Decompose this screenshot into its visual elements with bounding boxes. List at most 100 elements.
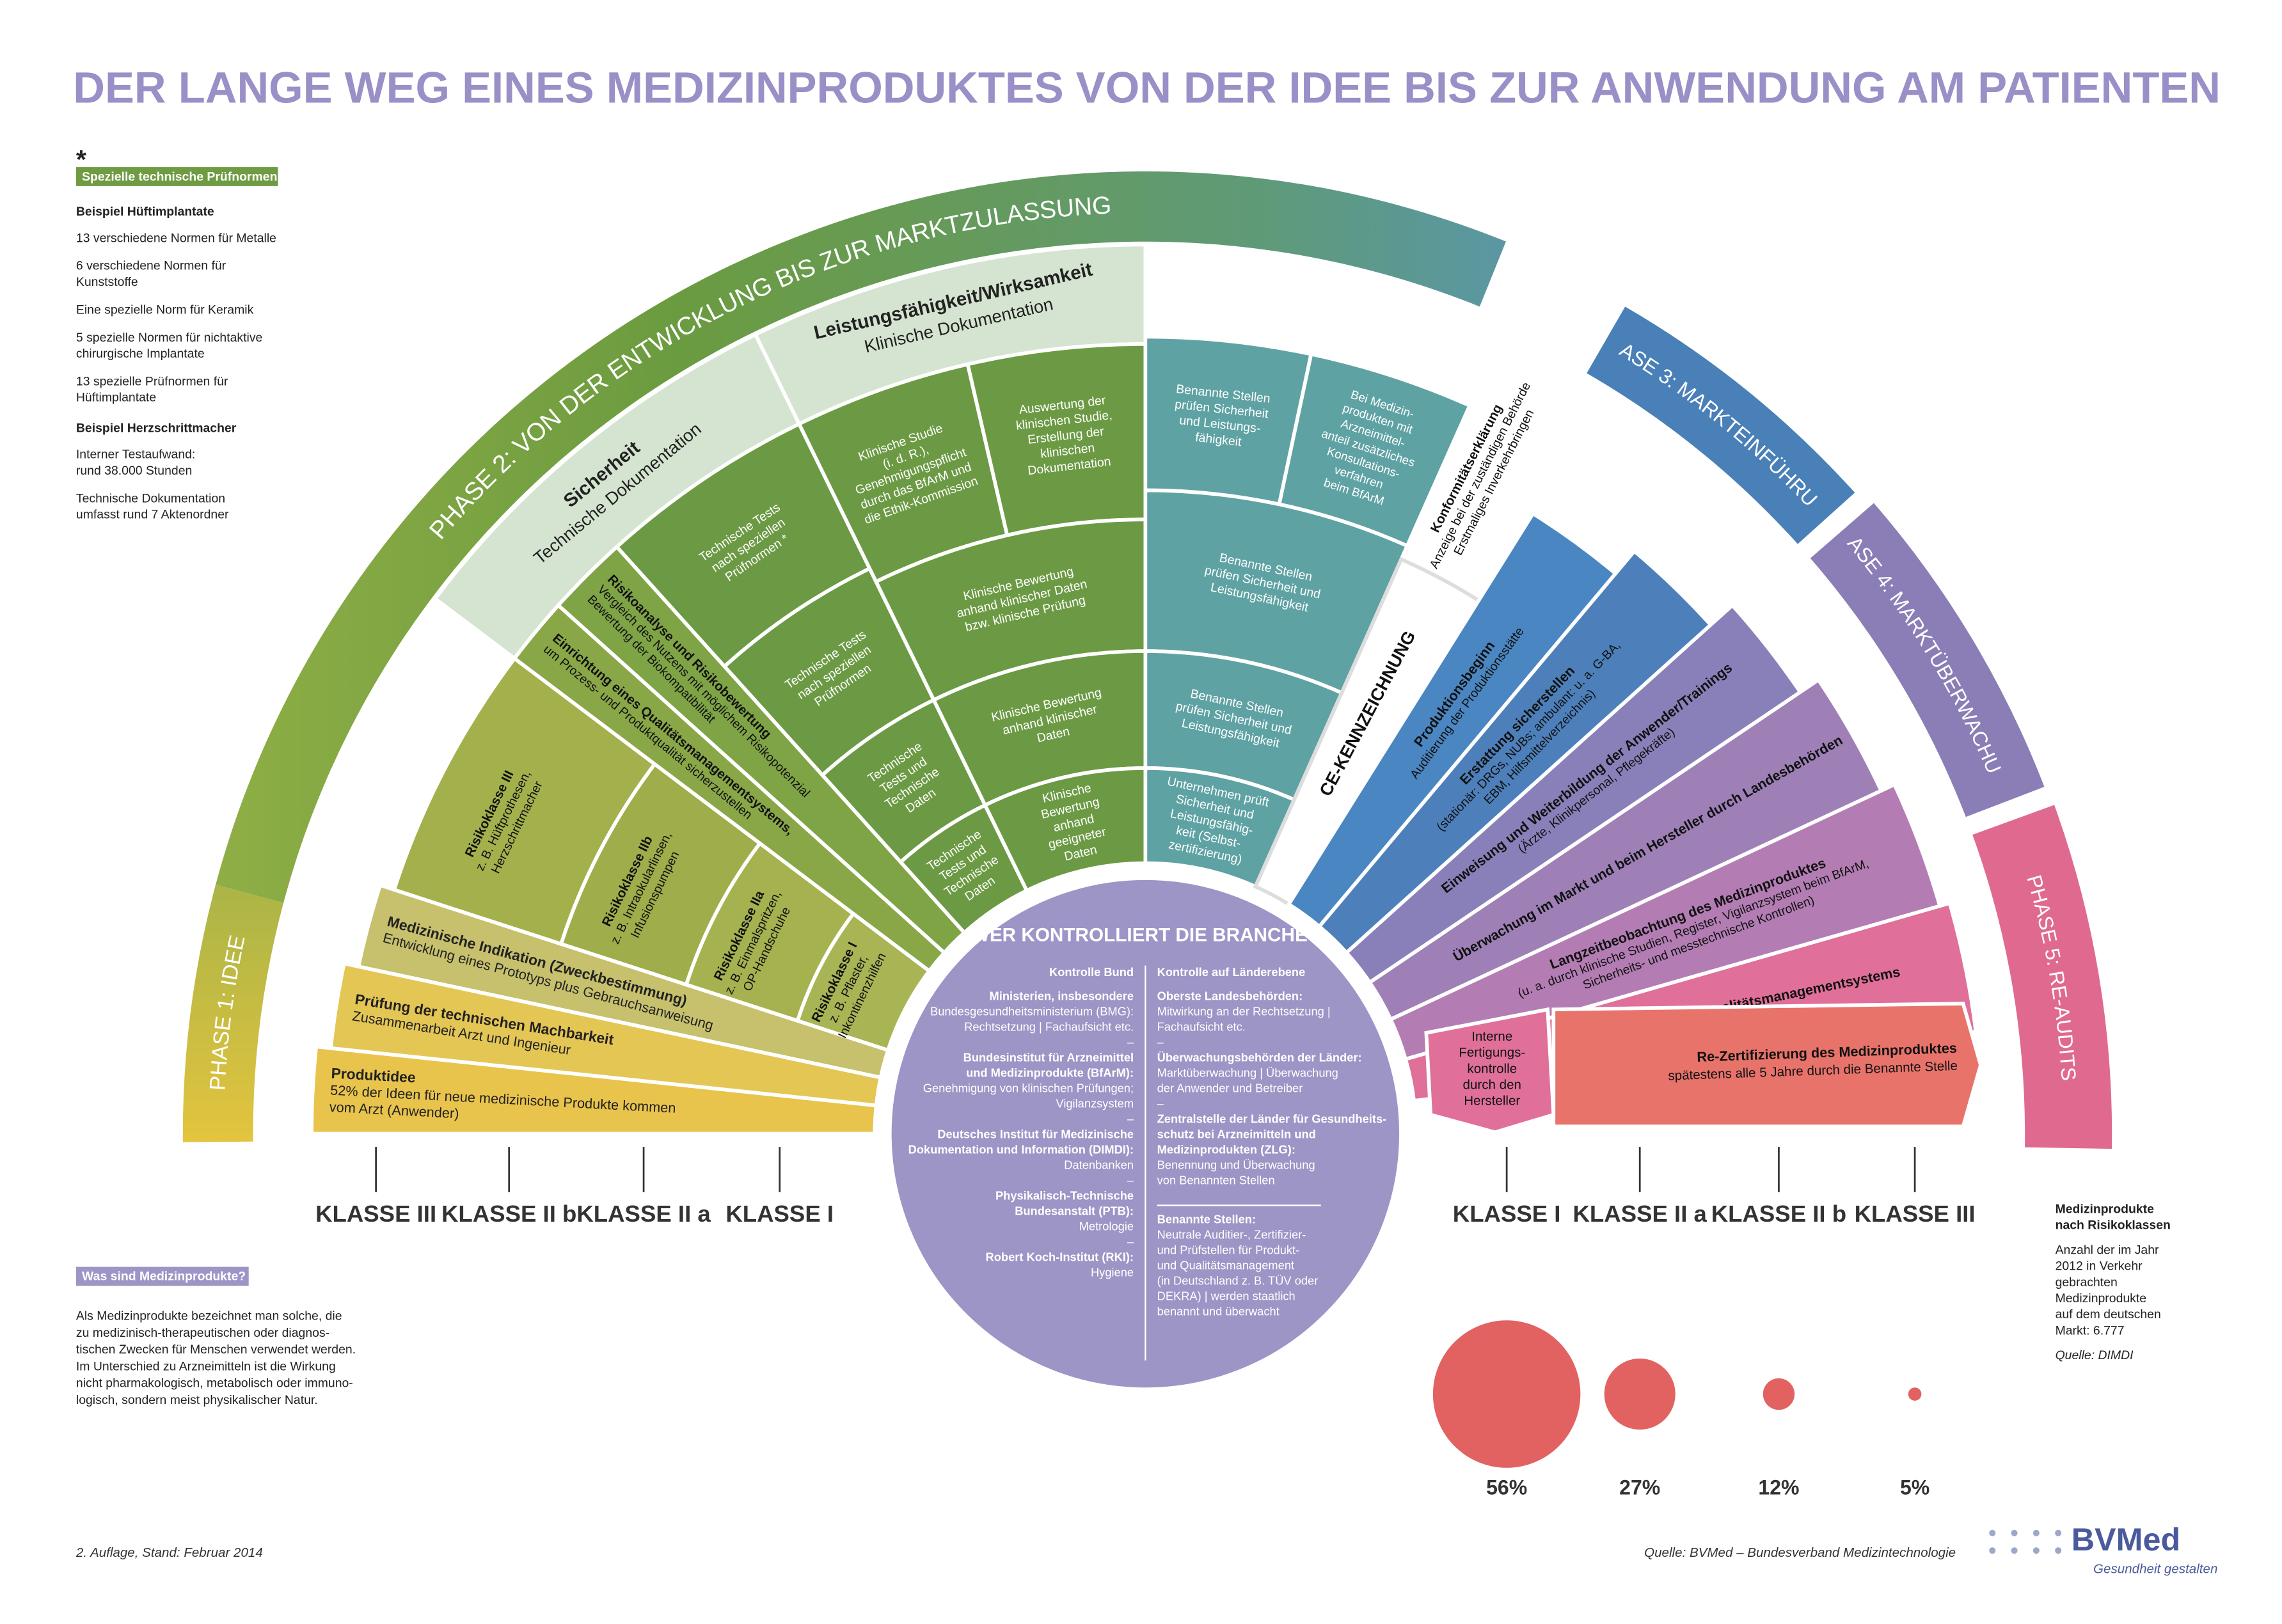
center-text: Zentralstelle der Länder für Gesundheits…: [1157, 1112, 1387, 1126]
note-text: Beispiel Herzschrittmacher: [76, 422, 237, 436]
note-title: nach Risikoklassen: [2056, 1218, 2171, 1233]
market-wedge: [1317, 548, 1714, 956]
center-text: Physikalisch-Technische: [995, 1189, 1134, 1202]
safety-cell: [898, 802, 1029, 936]
note-text: 2012 in Verkehr: [2056, 1259, 2143, 1273]
phase-band: [1805, 498, 2049, 822]
center-text: –: [1127, 1036, 1134, 1049]
note-text: Kunststoffe: [76, 275, 138, 289]
bubble: [1432, 1320, 1581, 1468]
logo-dot: [2011, 1547, 2018, 1554]
definition-text: logisch, sondern meist physikalischer Na…: [76, 1393, 318, 1407]
source: Quelle: BVMed – Bundesverband Medizintec…: [1644, 1545, 1956, 1560]
edition: 2. Auflage, Stand: Februar 2014: [75, 1545, 263, 1560]
label: Fertigungs-: [1459, 1045, 1525, 1060]
logo: BVMed: [2072, 1521, 2180, 1557]
process-strip: [555, 544, 967, 956]
note-text: 13 spezielle Prüfnormen für: [76, 374, 228, 388]
idea-strip: [328, 961, 883, 1108]
center-text: schutz bei Arzneimitteln und: [1157, 1128, 1316, 1141]
logo-dot: [2055, 1547, 2062, 1554]
center-text: Oberste Landesbehörden:: [1157, 989, 1303, 1003]
center-text: Robert Koch-Institut (RKI):: [986, 1250, 1134, 1264]
center-text: Metrologie: [1079, 1220, 1134, 1233]
center-text: Genehmigung von klinischen Prüfungen;: [923, 1082, 1134, 1095]
center-text: Mitwirkung an der Rechtsetzung |: [1157, 1005, 1331, 1018]
label: durch den: [1463, 1078, 1521, 1092]
idea-strip: [356, 883, 891, 1080]
bubble: [1604, 1358, 1676, 1430]
ce-strip: [1253, 556, 1482, 907]
center-text: Benannte Stellen:: [1157, 1212, 1256, 1226]
center-text: Hygiene: [1091, 1266, 1134, 1279]
note-text: 6 verschiedene Normen für: [76, 259, 226, 273]
center-text: (in Deutschland z. B. TÜV oder: [1157, 1273, 1319, 1287]
center-text: Fachaufsicht etc.: [1157, 1020, 1246, 1034]
bubble: [1763, 1378, 1795, 1410]
center-text: und Medizinprodukte (BfArM):: [966, 1066, 1134, 1080]
note-text: rund 38.000 Stunden: [76, 464, 192, 478]
logo-dot: [2055, 1529, 2062, 1536]
phase-band: [216, 171, 1506, 903]
center-text: Medizinprodukten (ZLG):: [1157, 1143, 1296, 1156]
phase-band: [1967, 800, 2116, 1153]
bubble-label: 5%: [1900, 1476, 1929, 1499]
center-text: Bundesanstalt (PTB):: [1015, 1204, 1134, 1218]
note-text: Anzahl der im Jahr: [2056, 1243, 2159, 1257]
bubble-label: 27%: [1619, 1476, 1660, 1499]
note-text: Technische Dokumentation: [76, 491, 225, 505]
note-text: Hüftimplantate: [76, 391, 156, 405]
center-text: Datenbanken: [1064, 1158, 1134, 1172]
logo-dot: [1989, 1529, 1996, 1536]
center-text: –: [1127, 1112, 1134, 1126]
center-text: Marktüberwachung | Überwachung: [1157, 1066, 1338, 1080]
class-label: KLASSE II b: [1711, 1201, 1846, 1227]
phase-band: [182, 885, 284, 1142]
center-text: und Prüfstellen für Produkt-: [1157, 1243, 1300, 1256]
center-text: Rechtsetzung | Fachaufsicht etc.: [964, 1020, 1134, 1034]
notified-cell: [1143, 766, 1297, 889]
center-text: –: [1127, 1235, 1134, 1249]
label: Hersteller: [1464, 1094, 1520, 1108]
label: kontrolle: [1467, 1061, 1517, 1076]
center-text: Dokumentation und Information (DIMDI):: [908, 1143, 1134, 1156]
center-text: Benennung und Überwachung: [1157, 1158, 1315, 1172]
center-text: von Benannten Stellen: [1157, 1174, 1275, 1187]
center-text: Kontrolle Bund: [1049, 965, 1134, 979]
center-text: Vigilanzsystem: [1056, 1097, 1134, 1110]
note-text: 13 verschiedene Normen für Metalle: [76, 231, 276, 245]
note-text: Eine spezielle Norm für Keramik: [76, 303, 254, 317]
asterisk: *: [76, 145, 86, 174]
center-text: Bundesgesundheitsministerium (BMG):: [930, 1005, 1134, 1018]
idea-strip: [310, 1045, 878, 1136]
center-text: und Qualitätsmanagement: [1157, 1258, 1294, 1272]
market-wedge: [1343, 603, 1803, 985]
center-text: Neutrale Auditier-, Zertifizier-: [1157, 1227, 1306, 1241]
center-text: –: [1157, 1036, 1164, 1049]
center-text: Überwachungsbehörden der Länder:: [1157, 1051, 1362, 1064]
definition-text: tischen Zwecken für Menschen verwendet w…: [76, 1343, 356, 1357]
class-label: KLASSE III: [315, 1201, 436, 1227]
market-wedge: [1286, 511, 1619, 929]
logo-dot: [2032, 1529, 2040, 1536]
internal-control: [1424, 1007, 1556, 1135]
market-wedge: [1367, 677, 1884, 1022]
market-wedge: [1388, 782, 1942, 1062]
label: Interne: [1471, 1029, 1512, 1044]
definition-text: nicht pharmakologisch, metabolisch oder …: [76, 1376, 353, 1391]
class-label: KLASSE II a: [576, 1201, 711, 1227]
definition-label-bg: [75, 1266, 249, 1286]
center-text: –: [1157, 1097, 1164, 1110]
performance-cell: [982, 766, 1148, 894]
title: DER LANGE WEG EINES MEDIZINPRODUKTES VON…: [73, 63, 2221, 112]
center-title: WER KONTROLLIERT DIE BRANCHE?: [972, 925, 1319, 946]
definition-label: Was sind Medizinprodukte?: [82, 1270, 246, 1284]
center-text: benannt und überwacht: [1157, 1304, 1280, 1318]
note-text: umfasst rund 7 Aktenordner: [76, 507, 229, 521]
definition-text: Als Medizinprodukte bezeichnet man solch…: [76, 1309, 342, 1323]
